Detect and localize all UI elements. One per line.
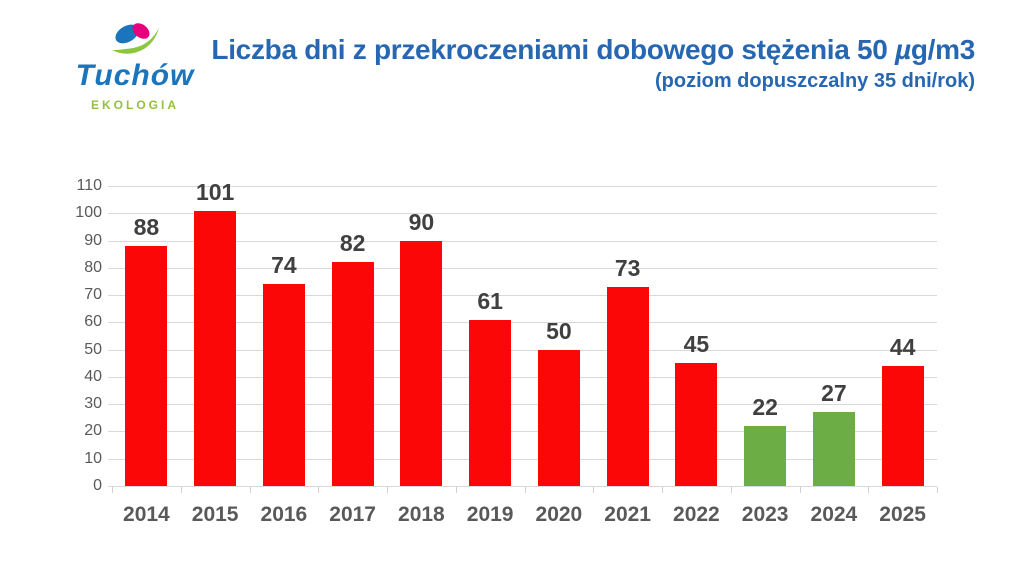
x-axis-label-2020: 2020 [535,503,583,526]
gridline-0 [108,486,937,487]
chart-title-text: Liczba dni z przekroczeniami dobowego st… [211,34,895,65]
x-axis-tick [868,487,870,493]
x-axis-tick [593,487,595,493]
bar-value-2015: 101 [195,178,235,205]
bar-value-2014: 88 [133,214,160,240]
bar-2022 [675,363,718,486]
bar-2021 [606,286,649,486]
x-axis-label-2017: 2017 [329,503,376,526]
bar-2019 [469,319,512,486]
x-axis-label-2018: 2018 [398,503,445,526]
title-block: Liczba dni z przekroczeniami dobowego st… [211,33,975,94]
y-axis-label-50: 50 [84,340,102,358]
x-axis-tick [387,487,388,493]
bar-2023 [744,426,787,486]
chart-title-mu: µ [895,34,911,65]
bar-2024 [812,412,855,486]
y-axis-label-110: 110 [76,177,102,194]
bar-value-2017: 82 [339,230,366,257]
x-axis-label-2021: 2021 [604,503,651,526]
bar-value-2020: 50 [546,317,572,344]
bar-2016 [262,284,305,486]
gridline-70 [108,295,937,297]
x-axis-label-2025: 2025 [879,503,926,526]
bar-2020 [537,349,580,486]
x-axis-tick [524,487,526,493]
gridline-90 [108,240,937,242]
leaf-icon [112,23,159,54]
bar-value-2019: 61 [477,287,503,314]
bar-value-2018: 90 [408,208,435,235]
y-axis-label-40: 40 [84,367,102,385]
tuchow-logo: Tuchów EKOLOGIA [70,20,200,112]
bar-2018 [400,240,443,486]
x-axis-label-2023: 2023 [741,503,789,526]
x-axis-label-2024: 2024 [810,503,858,526]
y-axis-label-60: 60 [84,313,102,331]
gridline-10 [108,458,937,460]
y-axis-label-90: 90 [84,231,102,249]
y-axis-label-70: 70 [84,286,102,304]
bar-2025 [881,366,924,486]
y-axis-label-0: 0 [93,477,102,494]
bar-value-2024: 27 [821,380,847,407]
logo-subtitle: EKOLOGIA [90,98,179,112]
x-axis-tick [180,487,182,493]
y-axis-label-10: 10 [84,449,102,467]
logo-wordmark: Tuchów [75,59,195,92]
x-axis-label-2014: 2014 [123,503,170,526]
x-axis-tick [799,487,801,493]
bar-2014 [125,246,168,486]
chart-title: Liczba dni z przekroczeniami dobowego st… [211,33,975,66]
x-axis-tick [662,487,663,493]
x-axis-label-2019: 2019 [466,503,514,526]
chart-subtitle: (poziom dopuszczalny 35 dni/rok) [654,70,975,92]
gridline-40 [108,376,937,378]
y-axis-label-30: 30 [84,395,102,413]
x-axis-tick [318,487,320,493]
bar-value-2025: 44 [889,334,916,360]
x-axis-tick [455,487,457,493]
chart-title-unit: g/m3 [910,34,975,65]
gridline-50 [108,349,937,351]
gridline-110 [108,186,937,187]
gridline-100 [108,213,937,215]
gridline-20 [108,431,937,433]
y-axis-label-100: 100 [75,204,102,222]
x-axis-label-2022: 2022 [673,503,720,526]
x-axis-label-2015: 2015 [191,503,239,526]
bar-2017 [331,262,374,486]
x-axis-label-2016: 2016 [260,503,308,526]
x-axis-tick [937,487,938,493]
bar-value-2021: 73 [614,254,641,281]
gridline-80 [108,267,937,269]
gridline-60 [108,322,937,324]
bar-value-2023: 22 [752,394,778,420]
bar-value-2016: 74 [271,252,297,279]
x-axis-tick [730,487,732,493]
y-axis-label-20: 20 [84,422,102,440]
bar-2015 [194,210,237,486]
x-axis-tick [112,487,113,493]
bar-value-2022: 45 [683,331,710,358]
gridline-30 [108,404,937,406]
x-axis-tick [249,487,251,493]
y-axis-label-80: 80 [84,258,102,276]
